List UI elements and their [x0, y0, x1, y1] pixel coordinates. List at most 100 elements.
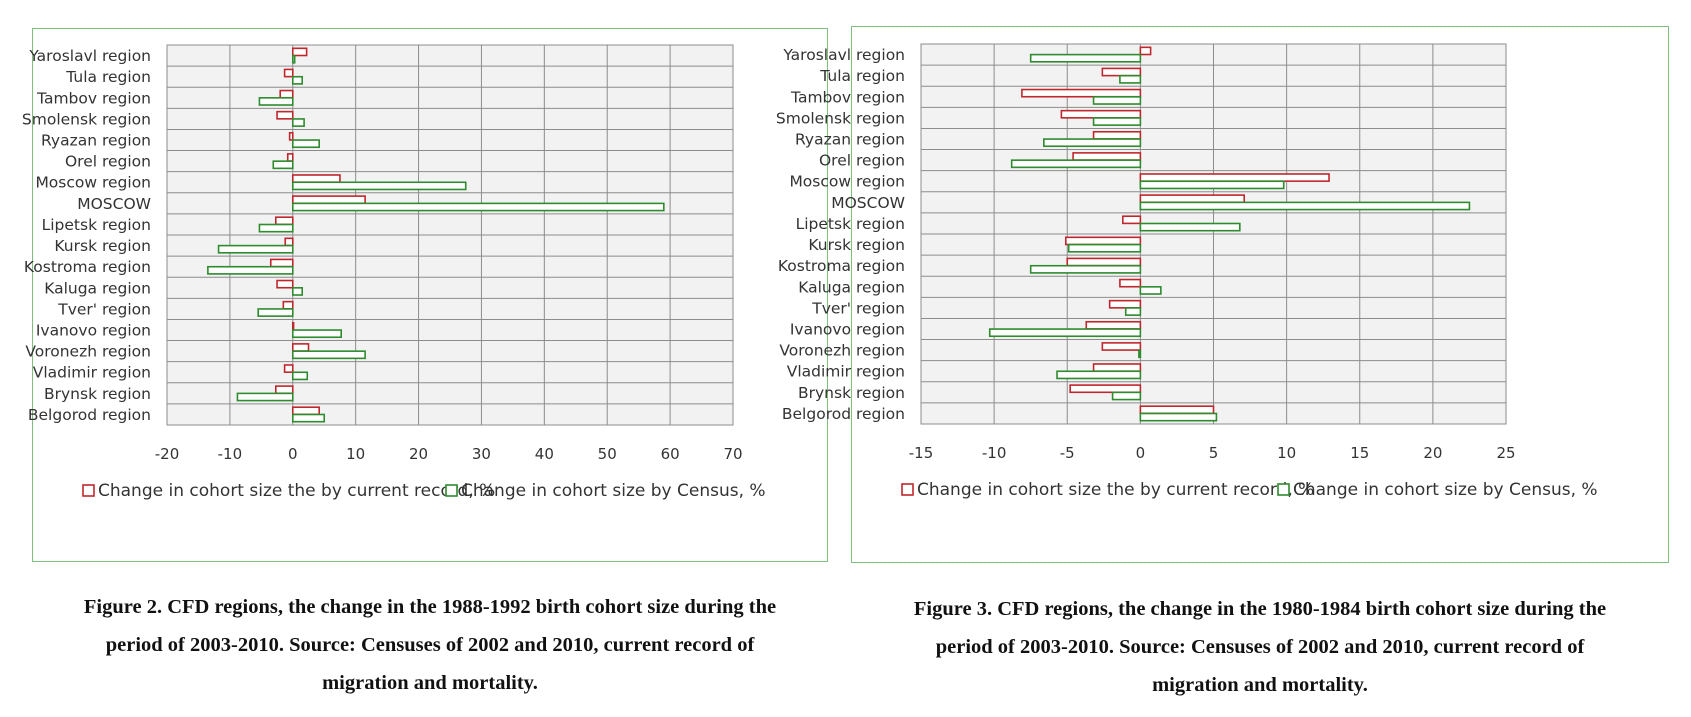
bar-current-record: [282, 300, 294, 310]
category-label: Moscow region: [789, 173, 905, 191]
x-tick-label: 0: [1136, 444, 1146, 462]
bar-census: [207, 265, 294, 275]
bar-census: [1139, 222, 1241, 232]
category-label: Yaroslavl region: [782, 46, 905, 64]
legend-swatch: [82, 484, 95, 497]
x-tick-label: -10: [982, 444, 1007, 462]
category-label: Tula region: [819, 67, 905, 85]
bar-census: [1056, 370, 1142, 380]
bar-census: [1139, 180, 1285, 190]
bar-census: [1010, 159, 1142, 169]
x-tick-label: 30: [472, 445, 491, 463]
bar-current-record: [1119, 278, 1142, 288]
x-tick-label: 5: [1209, 444, 1219, 462]
x-tick-label: 0: [288, 445, 298, 463]
category-label: Lipetsk region: [796, 215, 905, 233]
category-label: Tambov region: [790, 88, 905, 106]
category-label: MOSCOW: [831, 194, 905, 212]
legend-swatch: [445, 484, 458, 497]
bar-current-record: [1101, 67, 1142, 77]
bar-current-record: [291, 343, 310, 352]
bar-current-record: [1092, 130, 1142, 140]
category-label: Orel region: [65, 153, 151, 171]
bar-current-record: [1122, 215, 1142, 225]
bar-census: [1111, 391, 1142, 401]
legend-label: Change in cohort size the by current rec…: [98, 481, 495, 501]
bar-census: [1092, 117, 1142, 126]
bar-current-record: [279, 89, 294, 99]
legend-label: Change in cohort size the by current rec…: [917, 480, 1314, 500]
x-tick-label: 20: [1423, 444, 1442, 462]
chart-1-figure-2: -20 -10 0 10 20 30 40 50 60 70 Yaroslavl region Tul…: [22, 44, 766, 501]
legend-label: Change in cohort size by Census, %: [1293, 480, 1598, 500]
category-label: Smolensk region: [22, 110, 151, 128]
category-label: Yaroslavl region: [28, 47, 151, 65]
category-label: Belgorod region: [782, 405, 905, 423]
bar-current-record: [1021, 88, 1142, 98]
bar-current-record: [1060, 109, 1142, 119]
x-tick-label: 60: [661, 445, 680, 463]
category-label: Kostroma region: [24, 258, 151, 276]
bar-current-record: [283, 68, 294, 78]
caption-line: period of 2003-2010. Source: Censuses of…: [935, 636, 1585, 658]
category-label: Brynsk region: [798, 384, 905, 402]
category-label: Tambov region: [36, 89, 151, 107]
bar-census: [291, 139, 320, 149]
category-label: Voronezh region: [25, 343, 151, 361]
bar-current-record: [291, 174, 341, 183]
bar-census: [1067, 243, 1142, 253]
x-tick-label: 10: [1277, 444, 1296, 462]
bar-census: [236, 392, 294, 402]
x-tick-label: 70: [723, 445, 742, 463]
bar-census: [1124, 307, 1142, 316]
legend-swatch: [901, 483, 914, 496]
caption-line: period of 2003-2010. Source: Censuses of…: [105, 634, 755, 656]
category-label: Kostroma region: [778, 257, 905, 275]
bar-current-record: [291, 195, 366, 205]
legend-swatch: [1277, 483, 1290, 496]
bar-current-record: [288, 131, 294, 141]
bar-census: [291, 202, 665, 212]
category-label: Ivanovo region: [36, 322, 151, 340]
bar-census: [258, 223, 294, 233]
caption-line: migration and mortality.: [1152, 674, 1368, 696]
category-label: Smolensk region: [776, 109, 905, 127]
bar-census: [1119, 74, 1142, 84]
bar-current-record: [1085, 320, 1142, 330]
category-label: Moscow region: [35, 174, 151, 192]
bar-current-record: [1069, 384, 1142, 394]
category-label: Kaluga region: [44, 279, 151, 297]
category-label: Tver' region: [57, 300, 151, 318]
bar-current-record: [274, 216, 294, 226]
category-label: MOSCOW: [77, 195, 151, 213]
bar-current-record: [1139, 194, 1246, 204]
bar-census: [988, 328, 1142, 338]
legend-label: Change in cohort size by Census, %: [461, 481, 766, 501]
bar-census: [257, 308, 294, 317]
bar-current-record: [276, 279, 294, 289]
category-label: Kursk region: [54, 237, 151, 255]
x-tick-label: 40: [535, 445, 554, 463]
bar-current-record: [1064, 236, 1142, 246]
bar-current-record: [1139, 173, 1330, 182]
category-label: Belgorod region: [28, 406, 151, 424]
x-tick-label: 15: [1350, 444, 1369, 462]
bar-census: [1029, 264, 1142, 274]
bar-current-record: [274, 385, 294, 395]
bar-current-record: [276, 110, 294, 120]
bar-current-record: [291, 47, 308, 57]
x-tick-label: -20: [155, 445, 180, 463]
bar-current-record: [1139, 46, 1152, 56]
bar-current-record: [283, 364, 294, 373]
bar-census: [291, 75, 304, 85]
bar-current-record: [291, 406, 320, 416]
category-label: Kaluga region: [798, 278, 905, 296]
caption-line: Figure 3. CFD regions, the change in the…: [913, 598, 1607, 620]
x-tick-label: 50: [598, 445, 617, 463]
bar-current-record: [291, 321, 295, 331]
category-label: Ivanovo region: [790, 321, 905, 339]
category-label: Brynsk region: [44, 385, 151, 403]
x-tick-label: 20: [409, 445, 428, 463]
bar-census: [291, 181, 467, 191]
bar-census: [291, 118, 305, 127]
